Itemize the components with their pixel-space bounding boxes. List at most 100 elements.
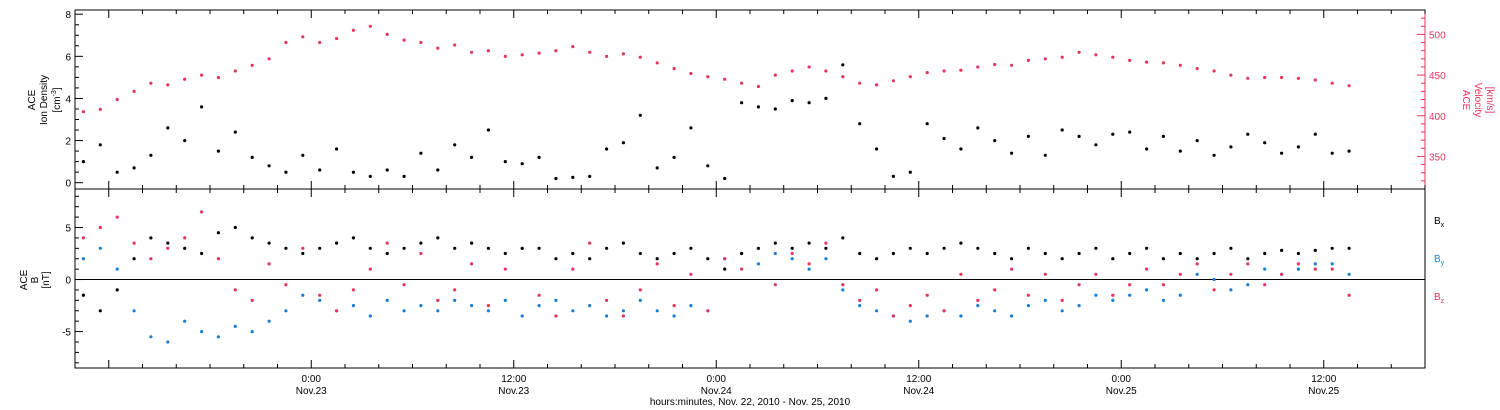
by-point: [790, 257, 794, 261]
bz-point: [318, 293, 322, 297]
by-point: [183, 319, 187, 323]
density-point: [98, 143, 102, 147]
density-point: [993, 139, 997, 143]
velocity-point: [824, 69, 828, 73]
by-point: [1077, 304, 1081, 308]
velocity-point: [1077, 50, 1081, 54]
by-point: [655, 309, 659, 313]
by-point: [520, 314, 524, 318]
by-point: [1263, 267, 1267, 271]
by-point: [453, 298, 457, 302]
bx-point: [740, 251, 744, 256]
panel-bottom: -5 0 5 ACE B [nT] Bx By Bz: [19, 188, 1445, 369]
by-point: [689, 304, 693, 308]
by-point: [1111, 298, 1115, 302]
bz-point: [621, 314, 626, 318]
density-point: [908, 170, 912, 174]
velocity-point: [267, 57, 271, 61]
bx-point: [301, 251, 305, 256]
by-point: [115, 267, 119, 271]
bz-point: [132, 241, 136, 245]
bz-point: [807, 262, 811, 266]
density-unit-sup: -3: [51, 90, 58, 96]
by-point: [419, 304, 423, 308]
bz-point: [98, 225, 102, 230]
bx-point: [908, 246, 912, 250]
density-point: [284, 170, 288, 174]
velocity-point: [571, 45, 575, 49]
density-point: [1145, 147, 1149, 151]
velocity-point: [1128, 58, 1132, 63]
by-point: [385, 298, 389, 302]
density-point: [807, 101, 811, 105]
bz-point: [706, 309, 710, 313]
bx-point: [689, 246, 693, 250]
bz-point: [841, 283, 845, 287]
bz-point: [554, 314, 558, 318]
bz-point: [537, 293, 541, 297]
bz-point: [284, 283, 288, 287]
bx-point: [537, 246, 541, 250]
bz-point: [183, 236, 187, 240]
bx-point: [790, 246, 794, 250]
bz-point: [1010, 267, 1014, 271]
density-point: [1229, 145, 1233, 149]
density-point: [81, 160, 85, 164]
by-point: [1330, 262, 1334, 266]
bx-point: [115, 288, 119, 292]
b-tick-label: -5: [62, 328, 71, 339]
by-point: [216, 335, 220, 339]
density-point: [1280, 151, 1284, 155]
velocity-point: [453, 43, 457, 47]
density-point: [588, 174, 592, 178]
density-point: [672, 155, 676, 159]
density-tick-label: 2: [65, 137, 71, 148]
bx-point: [1246, 257, 1250, 261]
density-point: [773, 107, 777, 111]
bx-point: [1195, 257, 1199, 261]
by-point: [200, 330, 204, 334]
bx-point: [351, 236, 355, 240]
bx-point: [486, 246, 490, 250]
by-point: [1161, 298, 1165, 302]
bz-point: [723, 257, 727, 261]
top-panel-marks: [81, 24, 1351, 181]
density-point: [537, 155, 541, 159]
bx-point: [1347, 246, 1351, 250]
time-tick-date: Nov.23: [296, 386, 327, 397]
velocity-point: [1026, 58, 1030, 63]
by-point: [1010, 314, 1014, 318]
bz-point: [233, 288, 237, 292]
bx-point: [81, 293, 85, 297]
velocity-point: [1313, 78, 1317, 82]
bx-point: [875, 257, 879, 261]
bz-point: [1229, 272, 1233, 276]
density-point: [824, 96, 828, 100]
density-point: [942, 136, 946, 141]
bz-point: [301, 246, 305, 250]
bz-point: [166, 246, 170, 250]
bx-point: [503, 251, 507, 256]
by-point: [318, 298, 322, 302]
density-point: [925, 122, 929, 126]
velocity-point: [1296, 76, 1300, 80]
density-point: [115, 170, 119, 174]
bz-point: [402, 283, 406, 287]
density-point: [959, 147, 963, 151]
bz-point: [1077, 283, 1081, 287]
by-point: [605, 314, 609, 318]
bx-point: [959, 241, 963, 245]
velocity-point: [537, 51, 541, 55]
bz-point: [419, 251, 423, 256]
velocity-point: [740, 81, 744, 85]
velocity-axis-label-ace: ACE: [1460, 90, 1471, 111]
density-point: [554, 176, 558, 181]
by-point: [976, 304, 980, 308]
velocity-point: [284, 40, 288, 45]
velocity-point: [1111, 55, 1115, 59]
bx-point: [250, 236, 254, 240]
density-point: [1043, 153, 1047, 157]
time-tick-date: Nov.24: [701, 386, 732, 397]
bz-point: [993, 288, 997, 292]
